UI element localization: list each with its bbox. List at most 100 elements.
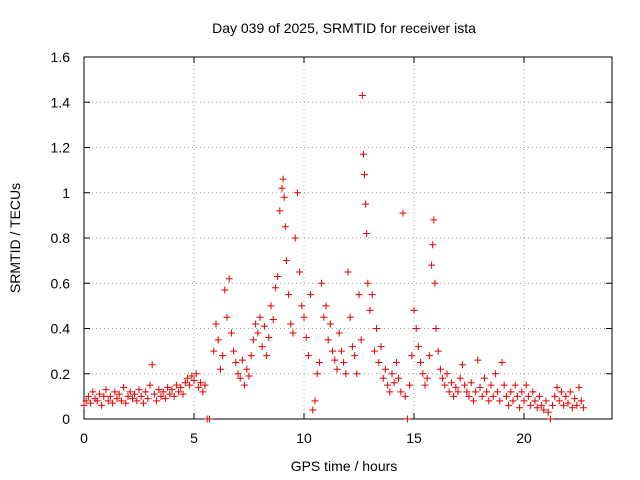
data-point bbox=[342, 370, 350, 378]
data-point bbox=[429, 241, 437, 249]
data-point bbox=[153, 397, 161, 405]
data-point bbox=[458, 361, 466, 369]
data-point bbox=[183, 374, 191, 382]
data-point bbox=[172, 381, 180, 389]
data-point bbox=[274, 272, 282, 280]
data-point bbox=[425, 352, 433, 360]
data-point bbox=[258, 343, 266, 351]
data-point bbox=[463, 388, 471, 396]
data-point bbox=[381, 365, 389, 373]
data-point bbox=[331, 356, 339, 364]
data-point bbox=[555, 397, 563, 405]
data-point bbox=[452, 383, 460, 391]
x-tick-label: 10 bbox=[296, 430, 312, 446]
data-point bbox=[368, 291, 376, 299]
data-point bbox=[313, 370, 321, 378]
data-point bbox=[230, 347, 238, 355]
data-point bbox=[122, 399, 130, 407]
data-point bbox=[388, 370, 396, 378]
data-point bbox=[113, 395, 121, 403]
data-point bbox=[505, 401, 513, 409]
y-tick-label: 1 bbox=[62, 185, 70, 201]
data-point bbox=[560, 401, 568, 409]
data-point bbox=[102, 386, 110, 394]
data-point bbox=[210, 347, 218, 355]
data-point bbox=[260, 322, 268, 330]
data-point bbox=[93, 397, 101, 405]
y-axis-label: SRMTID / TECUs bbox=[7, 183, 23, 293]
data-point bbox=[131, 390, 139, 398]
data-point bbox=[509, 397, 517, 405]
data-point bbox=[357, 336, 365, 344]
data-point bbox=[111, 388, 119, 396]
data-point bbox=[531, 397, 539, 405]
data-point bbox=[538, 401, 546, 409]
x-tick-label: 15 bbox=[406, 430, 422, 446]
data-point bbox=[500, 381, 508, 389]
data-point bbox=[236, 374, 244, 382]
data-point bbox=[109, 399, 117, 407]
data-point bbox=[485, 397, 493, 405]
data-point bbox=[307, 291, 315, 299]
data-point bbox=[282, 257, 290, 265]
data-point bbox=[146, 381, 154, 389]
data-point bbox=[520, 397, 528, 405]
data-point bbox=[177, 383, 185, 391]
data-point bbox=[256, 313, 264, 321]
grid bbox=[84, 57, 612, 419]
data-point bbox=[269, 315, 277, 323]
data-point bbox=[159, 388, 167, 396]
data-point bbox=[142, 388, 150, 396]
data-point bbox=[511, 381, 519, 389]
data-point bbox=[359, 150, 367, 158]
data-point bbox=[406, 381, 414, 389]
data-point bbox=[291, 234, 299, 242]
data-point bbox=[403, 415, 411, 423]
data-point bbox=[311, 397, 319, 405]
data-point bbox=[480, 374, 488, 382]
data-point bbox=[579, 404, 587, 412]
data-point bbox=[443, 370, 451, 378]
data-point bbox=[441, 381, 449, 389]
data-point bbox=[337, 347, 345, 355]
data-point bbox=[135, 386, 143, 394]
data-point bbox=[84, 392, 92, 400]
data-point bbox=[186, 381, 194, 389]
data-point bbox=[117, 397, 125, 405]
data-point bbox=[155, 386, 163, 394]
data-point bbox=[544, 408, 552, 416]
data-point bbox=[384, 381, 392, 389]
x-axis-label: GPS time / hours bbox=[291, 458, 398, 474]
data-point bbox=[249, 336, 257, 344]
data-point bbox=[87, 399, 95, 407]
y-tick-label: 1.2 bbox=[51, 140, 71, 156]
data-point bbox=[302, 334, 310, 342]
data-point bbox=[194, 383, 202, 391]
data-point bbox=[568, 404, 576, 412]
data-point bbox=[115, 390, 123, 398]
data-point bbox=[214, 336, 222, 344]
data-point bbox=[124, 392, 132, 400]
data-point bbox=[399, 209, 407, 217]
data-point bbox=[461, 381, 469, 389]
data-point bbox=[164, 383, 172, 391]
x-tick-label: 0 bbox=[80, 430, 88, 446]
data-point bbox=[227, 329, 235, 337]
data-point bbox=[395, 374, 403, 382]
x-tick-label: 20 bbox=[516, 430, 532, 446]
data-point bbox=[234, 370, 242, 378]
data-point bbox=[181, 379, 189, 387]
y-tick-label: 0.4 bbox=[51, 321, 71, 337]
data-point bbox=[363, 229, 371, 237]
data-point bbox=[439, 374, 447, 382]
data-point bbox=[577, 397, 585, 405]
data-point bbox=[137, 392, 145, 400]
data-point bbox=[199, 388, 207, 396]
data-point bbox=[201, 381, 209, 389]
data-point bbox=[289, 329, 297, 337]
data-point bbox=[168, 386, 176, 394]
data-point bbox=[346, 313, 354, 321]
data-point bbox=[361, 171, 368, 179]
data-point bbox=[322, 302, 330, 310]
data-point bbox=[474, 356, 482, 364]
